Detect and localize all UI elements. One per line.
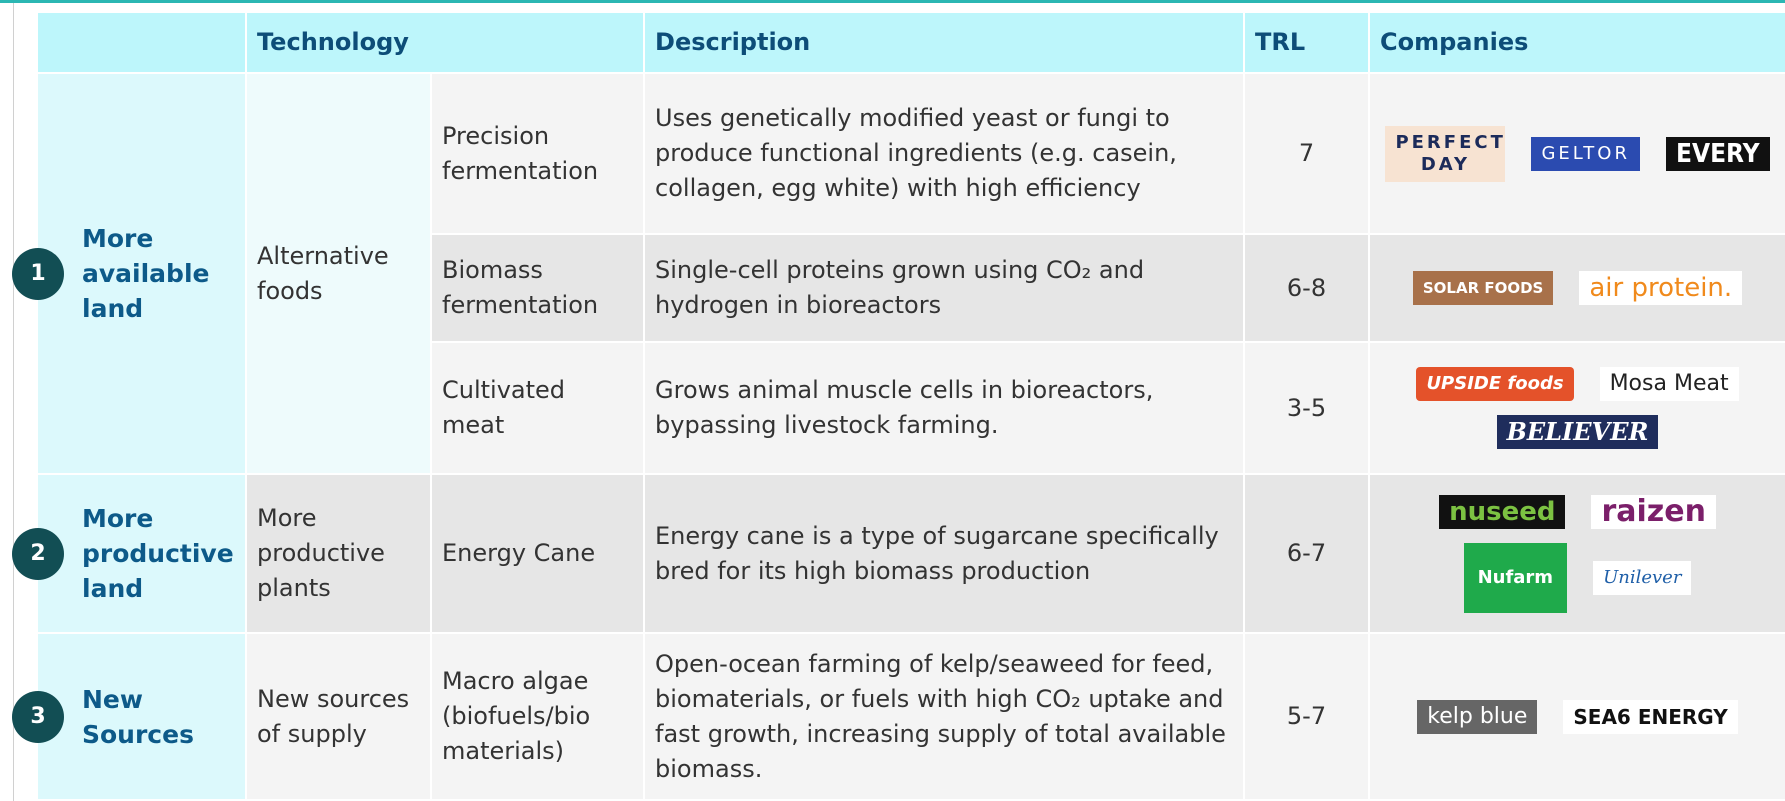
logo-group: PERFECT DAY GELTOR EVERY — [1378, 125, 1777, 182]
companies-cell: PERFECT DAY GELTOR EVERY — [1368, 72, 1785, 235]
left-rule — [13, 3, 14, 801]
description-cell: Open-ocean farming of kelp/seaweed for f… — [643, 632, 1246, 801]
trl-cell: 3-5 — [1243, 341, 1371, 475]
header-cell: Technology — [244, 11, 646, 74]
company-logo: SOLAR FOODS — [1412, 271, 1554, 305]
company-logo: GELTOR — [1531, 136, 1640, 171]
group-cell: 3 New Sources — [12, 632, 247, 801]
description-cell: Single-cell proteins grown using CO₂ and… — [643, 233, 1246, 343]
companies-cell: UPSIDE foods Mosa Meat BELIEVER — [1368, 341, 1785, 475]
company-logo: UPSIDE foods — [1416, 367, 1574, 401]
company-logo: BELIEVER — [1496, 415, 1659, 449]
companies-cell: kelp blue SEA6 ENERGY — [1368, 632, 1785, 801]
technology-cell: Macro algae (biofuels/bio materials) — [429, 632, 646, 801]
company-logo: kelp blue — [1417, 699, 1538, 734]
company-logo: nuseed — [1439, 494, 1566, 529]
company-logo: Mosa Meat — [1599, 367, 1739, 401]
table-body: 1 More available land Alternative foods Pre… — [12, 72, 1785, 801]
companies-cell: nuseed raizen Nufarm Unilever — [1368, 473, 1785, 634]
description-cell: Uses genetically modified yeast or fungi… — [643, 72, 1246, 235]
table-row: Cultivated meat Grows animal muscle cells… — [37, 341, 1785, 475]
top-rule — [0, 0, 1785, 3]
logo-group: UPSIDE foods Mosa Meat BELIEVER — [1378, 367, 1777, 449]
companies-cell: SOLAR FOODS air protein. — [1368, 233, 1785, 343]
category-cell: More productive plants — [245, 473, 432, 634]
trl-cell: 6-7 — [1243, 473, 1371, 634]
company-logo: Nufarm — [1463, 542, 1568, 613]
company-logo: air protein. — [1579, 271, 1743, 305]
header-blank — [36, 11, 247, 74]
logo-group: kelp blue SEA6 ENERGY — [1378, 699, 1777, 734]
trl-cell: 6-8 — [1243, 233, 1371, 343]
description-cell: Energy cane is a type of sugarcane speci… — [643, 473, 1246, 634]
technology-cell: Precision fermentation — [429, 72, 646, 235]
company-logo: EVERY — [1665, 136, 1770, 171]
trl-cell: 5-7 — [1243, 632, 1371, 801]
group-number: 1 — [12, 247, 64, 300]
group-label: New Sources — [82, 684, 194, 749]
group-number: 3 — [12, 690, 64, 743]
table-row: 1 More available land Alternative foods Pre… — [12, 72, 1785, 475]
category-cell: Alternative foods — [245, 72, 432, 475]
group-label: More available land — [82, 224, 210, 323]
group-number: 2 — [12, 527, 64, 580]
technology-cell: Energy Cane — [429, 473, 646, 634]
logo-group: nuseed raizen Nufarm Unilever — [1378, 494, 1777, 613]
technology-table: Technology Description TRL Companies 1 Mo… — [12, 11, 1785, 801]
technology-cell: Cultivated meat — [429, 341, 646, 475]
group-label: More productive land — [82, 504, 234, 603]
company-logo: PERFECT DAY — [1385, 125, 1506, 182]
group-cell: 1 More available land — [12, 72, 247, 475]
header-cell: Companies — [1368, 11, 1785, 74]
table-row: 3 New Sources New sources of supply Macro a… — [12, 632, 1785, 801]
header-cell: Description — [643, 11, 1246, 74]
table-row: Biomass fermentation Single-cell proteins… — [37, 233, 1785, 343]
header-cell: TRL — [1243, 11, 1371, 74]
trl-cell: 7 — [1243, 72, 1371, 235]
group-cell: 2 More productive land — [12, 473, 247, 634]
category-cell: New sources of supply — [245, 632, 432, 801]
company-logo: Unilever — [1593, 560, 1692, 595]
company-logo: SEA6 ENERGY — [1563, 699, 1738, 734]
company-logo: raizen — [1591, 494, 1716, 529]
logo-group: SOLAR FOODS air protein. — [1378, 271, 1777, 305]
description-cell: Grows animal muscle cells in bioreactors… — [643, 341, 1246, 475]
table-row: 2 More productive land More productive pla… — [12, 473, 1785, 634]
technology-cell: Biomass fermentation — [429, 233, 646, 343]
header-row: Technology Description TRL Companies — [36, 11, 1785, 74]
